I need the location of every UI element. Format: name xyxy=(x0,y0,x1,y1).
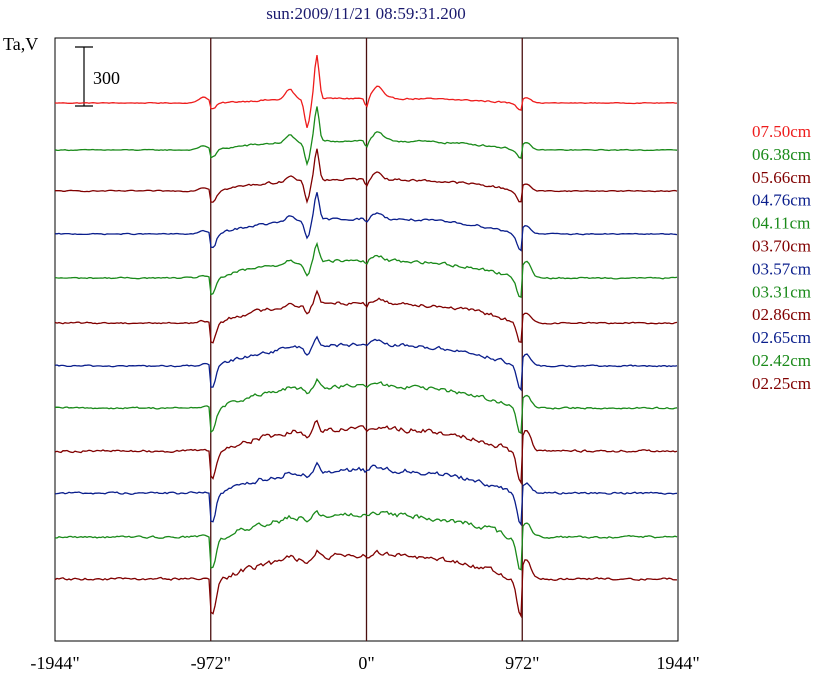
legend-entry-1: 06.38cm xyxy=(752,145,811,164)
x-tick-labels: -1944" -972" 0" 972" 1944" xyxy=(30,653,699,673)
legend-entry-0: 07.50cm xyxy=(752,122,811,141)
scale-bar: 300 xyxy=(75,46,120,107)
series-line-03.57cm xyxy=(54,335,678,392)
y-axis-label: Ta,V xyxy=(3,34,38,54)
legend-entry-4: 04.11cm xyxy=(752,214,810,233)
chart-title: sun:2009/11/21 08:59:31.200 xyxy=(266,4,466,23)
legend: 07.50cm 06.38cm 05.66cm 04.76cm 04.11cm 03.70… xyxy=(752,122,811,393)
x-tick-label-2: 0" xyxy=(358,653,374,673)
legend-entry-10: 02.42cm xyxy=(752,351,811,370)
x-tick-label-1: -972" xyxy=(191,653,231,673)
series-line-05.66cm xyxy=(54,148,678,205)
series-line-03.70cm xyxy=(54,289,678,344)
series-line-02.86cm xyxy=(54,419,678,485)
legend-entry-3: 04.76cm xyxy=(752,191,811,210)
scale-bar-label: 300 xyxy=(93,68,120,88)
series-line-07.50cm xyxy=(54,54,677,128)
legend-entry-9: 02.65cm xyxy=(752,328,811,347)
legend-entry-8: 02.86cm xyxy=(752,305,811,324)
series-line-03.31cm xyxy=(54,377,678,435)
series-line-02.25cm xyxy=(54,549,678,619)
series-line-02.42cm xyxy=(54,509,678,571)
x-tick-label-4: 1944" xyxy=(656,653,699,673)
legend-entry-6: 03.57cm xyxy=(752,259,811,278)
series-line-06.38cm xyxy=(54,106,678,167)
series-line-04.11cm xyxy=(54,241,678,298)
series-line-04.76cm xyxy=(54,192,678,252)
series-curves xyxy=(54,54,678,619)
x-tick-label-0: -1944" xyxy=(30,653,79,673)
legend-entry-5: 03.70cm xyxy=(752,237,811,256)
legend-entry-7: 03.31cm xyxy=(752,282,811,301)
series-line-02.65cm xyxy=(54,461,678,527)
vertical-markers xyxy=(210,38,523,641)
legend-entry-11: 02.25cm xyxy=(752,374,811,393)
x-tick-label-3: 972" xyxy=(505,653,539,673)
legend-entry-2: 05.66cm xyxy=(752,168,811,187)
